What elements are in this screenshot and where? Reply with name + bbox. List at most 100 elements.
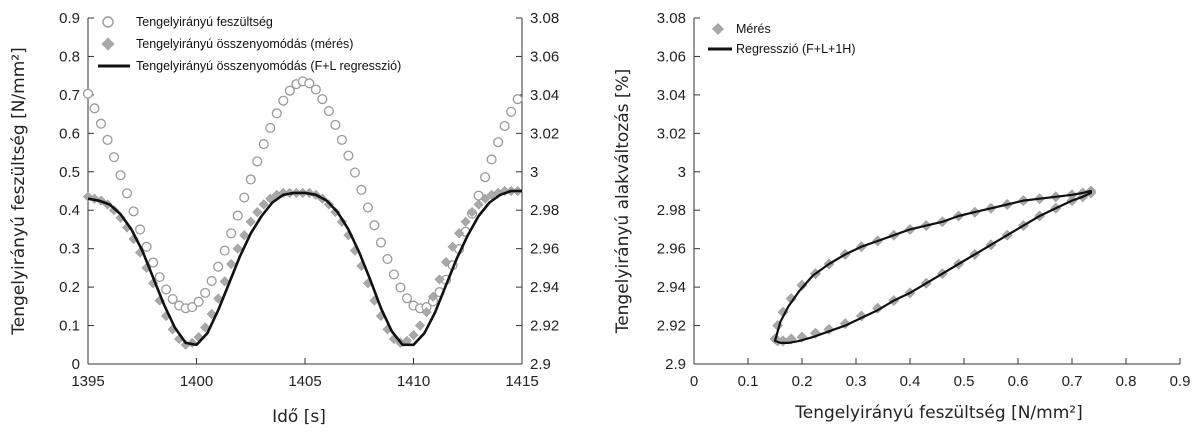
stress-point <box>154 272 165 283</box>
legend-marker-measured <box>101 37 115 51</box>
y-tick-label: 3.08 <box>657 10 686 27</box>
stress-point <box>239 192 250 203</box>
compression-point <box>258 199 269 210</box>
x-tick-label: 0 <box>690 373 698 390</box>
stress-point <box>512 94 523 105</box>
stress-point <box>271 108 282 119</box>
stress-point <box>141 241 152 252</box>
stress-point <box>252 156 263 167</box>
x-tick-label: 1405 <box>288 373 321 390</box>
x-tick-label: 0.8 <box>1116 373 1137 390</box>
y-tick-label: 2.94 <box>657 279 686 296</box>
stress-point <box>232 210 243 221</box>
y2-tick-label: 2.94 <box>530 279 559 296</box>
stress-point <box>278 95 289 106</box>
compression-point <box>480 193 491 204</box>
stress-point <box>167 293 178 305</box>
stress-point <box>336 134 347 145</box>
compression-point <box>239 230 250 241</box>
compression-point <box>252 207 263 218</box>
compression-point <box>219 276 230 287</box>
x-axis-label: Idő [s] <box>272 407 326 427</box>
legend-marker-measurement <box>712 23 724 35</box>
stress-point <box>102 134 113 145</box>
y-tick-label: 0.3 <box>59 241 80 258</box>
compression-point <box>213 293 224 304</box>
compression-point <box>441 257 452 268</box>
legend: Mérés Regresszió (F+L+1H) <box>708 22 856 56</box>
x-axis-label: Tengelyirányú feszültség [N/mm²] <box>794 403 1082 423</box>
y2-tick-label: 2.92 <box>530 318 559 335</box>
x-tick-label: 0.1 <box>738 373 759 390</box>
compression-point <box>82 191 94 202</box>
regression-loop <box>773 189 1092 344</box>
y-tick-label: 0.5 <box>59 164 80 181</box>
legend-marker-stress <box>102 16 114 28</box>
y-tick-label: 3.02 <box>657 125 686 142</box>
stress-point <box>193 296 204 307</box>
stress-point <box>245 174 256 185</box>
stress-point <box>323 105 334 117</box>
stress-point <box>89 103 100 114</box>
x-tick-label: 0.7 <box>1062 373 1083 390</box>
y-tick-label: 0.7 <box>59 87 80 104</box>
compression-point <box>336 216 347 227</box>
y2-tick-label: 3.02 <box>530 125 559 142</box>
x-tick-label: 1395 <box>71 373 104 390</box>
stress-point <box>395 282 406 293</box>
x-tick-label: 0.3 <box>846 373 867 390</box>
stress-point <box>128 206 139 217</box>
stress-point <box>349 167 360 178</box>
stress-point <box>506 106 517 117</box>
y-tick-label: 3 <box>678 164 686 181</box>
stress-point <box>317 94 328 105</box>
y-tick-label: 0.2 <box>59 279 80 296</box>
compression-point <box>421 307 432 318</box>
stress-point <box>401 293 413 304</box>
stress-point <box>115 170 126 181</box>
compression-point <box>200 322 211 333</box>
stress-point <box>493 137 504 148</box>
stress-point <box>486 154 497 165</box>
series-stress <box>82 76 523 314</box>
x-tick-label: 0.2 <box>792 373 813 390</box>
legend-label-stress: Tengelyirányú feszültség <box>136 15 273 29</box>
y2-tick-label: 2.9 <box>530 356 551 373</box>
chart-time-series: 0 0.1 0.2 0.3 0.4 0.5 0.6 0.7 0.8 0.9 2.9 2.92 2.94 2… <box>9 10 559 427</box>
stress-point <box>284 85 295 96</box>
y2-tick-label: 2.98 <box>530 202 559 219</box>
y-tick-label: 3.06 <box>657 48 686 65</box>
compression-point <box>408 330 419 341</box>
compression-point <box>109 205 120 216</box>
stress-point <box>219 245 230 256</box>
legend-label-measured: Tengelyirányú összenyomódás (mérés) <box>136 37 353 51</box>
x-tick-label: 1400 <box>180 373 213 390</box>
compression-point <box>454 228 465 239</box>
stress-point <box>330 119 341 130</box>
y-tick-label: 2.98 <box>657 202 686 219</box>
stress-point <box>108 152 120 163</box>
stress-point <box>122 188 133 199</box>
y2-tick-label: 3.08 <box>530 10 559 27</box>
stress-point <box>480 172 491 183</box>
y2-tick-label: 3.04 <box>530 87 559 104</box>
compression-point <box>428 291 439 302</box>
stress-point <box>135 224 146 235</box>
legend: Tengelyirányú feszültség Tengelyirányú ös… <box>98 15 401 73</box>
y2-tick-label: 3.06 <box>530 48 559 65</box>
y-axis-label: Tengelyirányú alakváltozás [%] <box>613 69 633 335</box>
x-tick-label: 0.6 <box>1008 373 1029 390</box>
stress-point <box>382 253 393 265</box>
y-axis-label: Tengelyirányú feszültség [N/mm²] <box>9 47 29 335</box>
y-tick-label: 0.1 <box>59 318 80 335</box>
legend-label-measurement: Mérés <box>736 22 771 36</box>
compression-point <box>226 259 237 270</box>
x-tick-label: 1410 <box>397 373 430 390</box>
compression-point <box>434 274 445 285</box>
stress-point <box>161 284 172 295</box>
stress-point <box>226 228 237 239</box>
compression-point <box>467 207 478 218</box>
stress-point <box>148 257 159 268</box>
stress-point <box>388 269 400 280</box>
x-tick-label: 1415 <box>505 373 538 390</box>
